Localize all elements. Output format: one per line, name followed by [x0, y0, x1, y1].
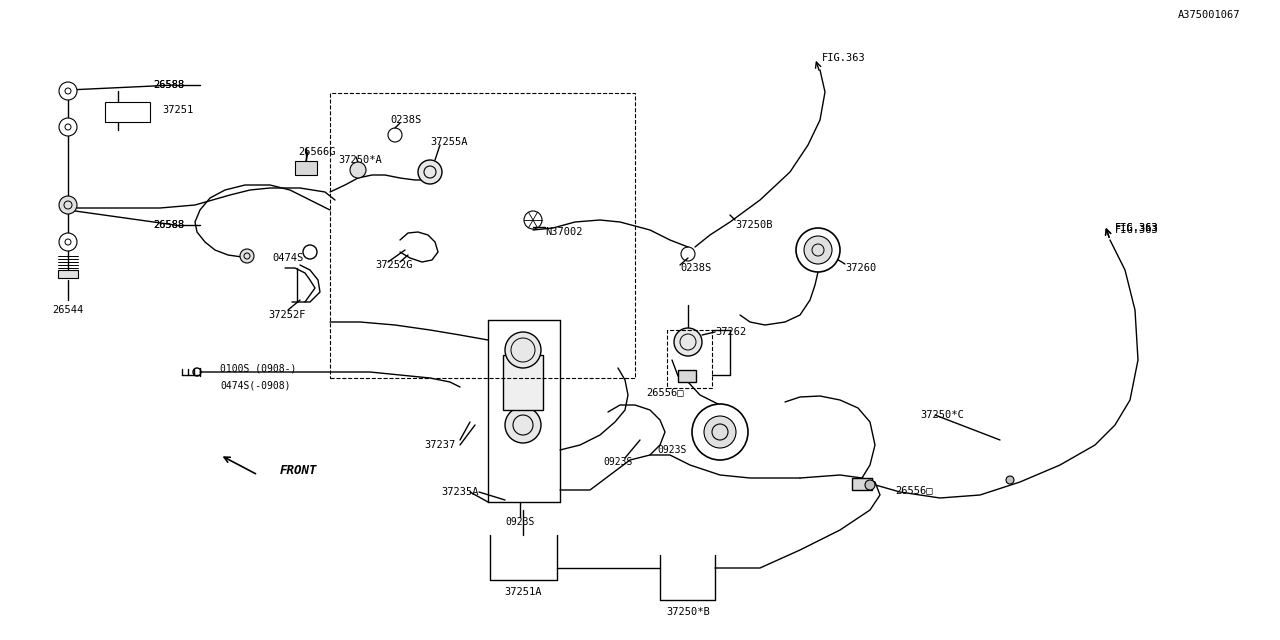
Bar — [330, 93, 635, 378]
Bar — [678, 370, 696, 382]
Circle shape — [241, 249, 253, 263]
Text: 0238S: 0238S — [390, 115, 421, 125]
Text: 0923S: 0923S — [603, 457, 632, 467]
Bar — [58, 270, 78, 278]
Text: FIG.363: FIG.363 — [1115, 223, 1158, 233]
Bar — [503, 355, 543, 410]
Text: 37255A: 37255A — [430, 137, 467, 147]
Circle shape — [59, 196, 77, 214]
Circle shape — [506, 332, 541, 368]
Circle shape — [865, 480, 876, 490]
Text: FIG.363: FIG.363 — [822, 53, 865, 63]
Text: 37252G: 37252G — [375, 260, 412, 270]
Text: 37250*A: 37250*A — [338, 155, 381, 165]
Circle shape — [1006, 476, 1014, 484]
Text: 0474S: 0474S — [273, 253, 303, 263]
Text: N37002: N37002 — [545, 227, 582, 237]
Bar — [105, 102, 150, 122]
Text: 37250B: 37250B — [735, 220, 773, 230]
Circle shape — [419, 160, 442, 184]
Bar — [667, 330, 712, 388]
Text: A375001067: A375001067 — [1178, 10, 1240, 20]
Text: 0100S (0908-): 0100S (0908-) — [220, 363, 297, 373]
Text: 37262: 37262 — [716, 327, 746, 337]
Circle shape — [675, 328, 701, 356]
Text: 26588: 26588 — [154, 220, 184, 230]
Circle shape — [59, 82, 77, 100]
Text: 0923S: 0923S — [506, 517, 535, 527]
Circle shape — [796, 228, 840, 272]
Text: FIG.363: FIG.363 — [1115, 223, 1158, 233]
Bar — [852, 478, 872, 490]
Circle shape — [804, 236, 832, 264]
Text: 37250*B: 37250*B — [666, 607, 710, 617]
Circle shape — [59, 233, 77, 251]
Text: 26588: 26588 — [154, 220, 184, 230]
Text: 26588: 26588 — [154, 80, 184, 90]
Circle shape — [349, 162, 366, 178]
Text: 37250*C: 37250*C — [920, 410, 964, 420]
Text: 0474S(-0908): 0474S(-0908) — [220, 380, 291, 390]
Text: 37251: 37251 — [163, 105, 193, 115]
Text: 37235A: 37235A — [442, 487, 479, 497]
Text: 0238S: 0238S — [680, 263, 712, 273]
Text: 26556□: 26556□ — [646, 387, 684, 397]
Bar — [294, 161, 317, 175]
Text: 26556□: 26556□ — [895, 485, 933, 495]
Text: 26588: 26588 — [154, 80, 184, 90]
Text: 26544: 26544 — [52, 305, 83, 315]
Text: FRONT: FRONT — [280, 463, 317, 477]
Text: 37251A: 37251A — [504, 587, 541, 597]
Text: 0923S: 0923S — [658, 445, 686, 455]
Circle shape — [692, 404, 748, 460]
Circle shape — [506, 407, 541, 443]
Circle shape — [59, 118, 77, 136]
Circle shape — [704, 416, 736, 448]
Text: FIG.363: FIG.363 — [1115, 225, 1158, 235]
Text: 37260: 37260 — [845, 263, 877, 273]
Text: 37237: 37237 — [425, 440, 456, 450]
Text: 37252F: 37252F — [268, 310, 306, 320]
Text: 26566G: 26566G — [298, 147, 335, 157]
